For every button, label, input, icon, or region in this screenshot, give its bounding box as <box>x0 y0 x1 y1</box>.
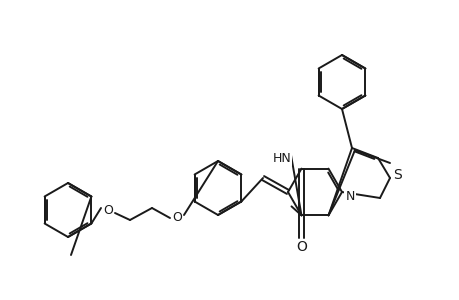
Text: N: N <box>345 190 354 202</box>
Text: O: O <box>103 203 113 217</box>
Text: O: O <box>172 212 182 224</box>
Text: O: O <box>296 240 306 254</box>
Text: HN: HN <box>272 152 291 164</box>
Text: S: S <box>393 168 402 182</box>
